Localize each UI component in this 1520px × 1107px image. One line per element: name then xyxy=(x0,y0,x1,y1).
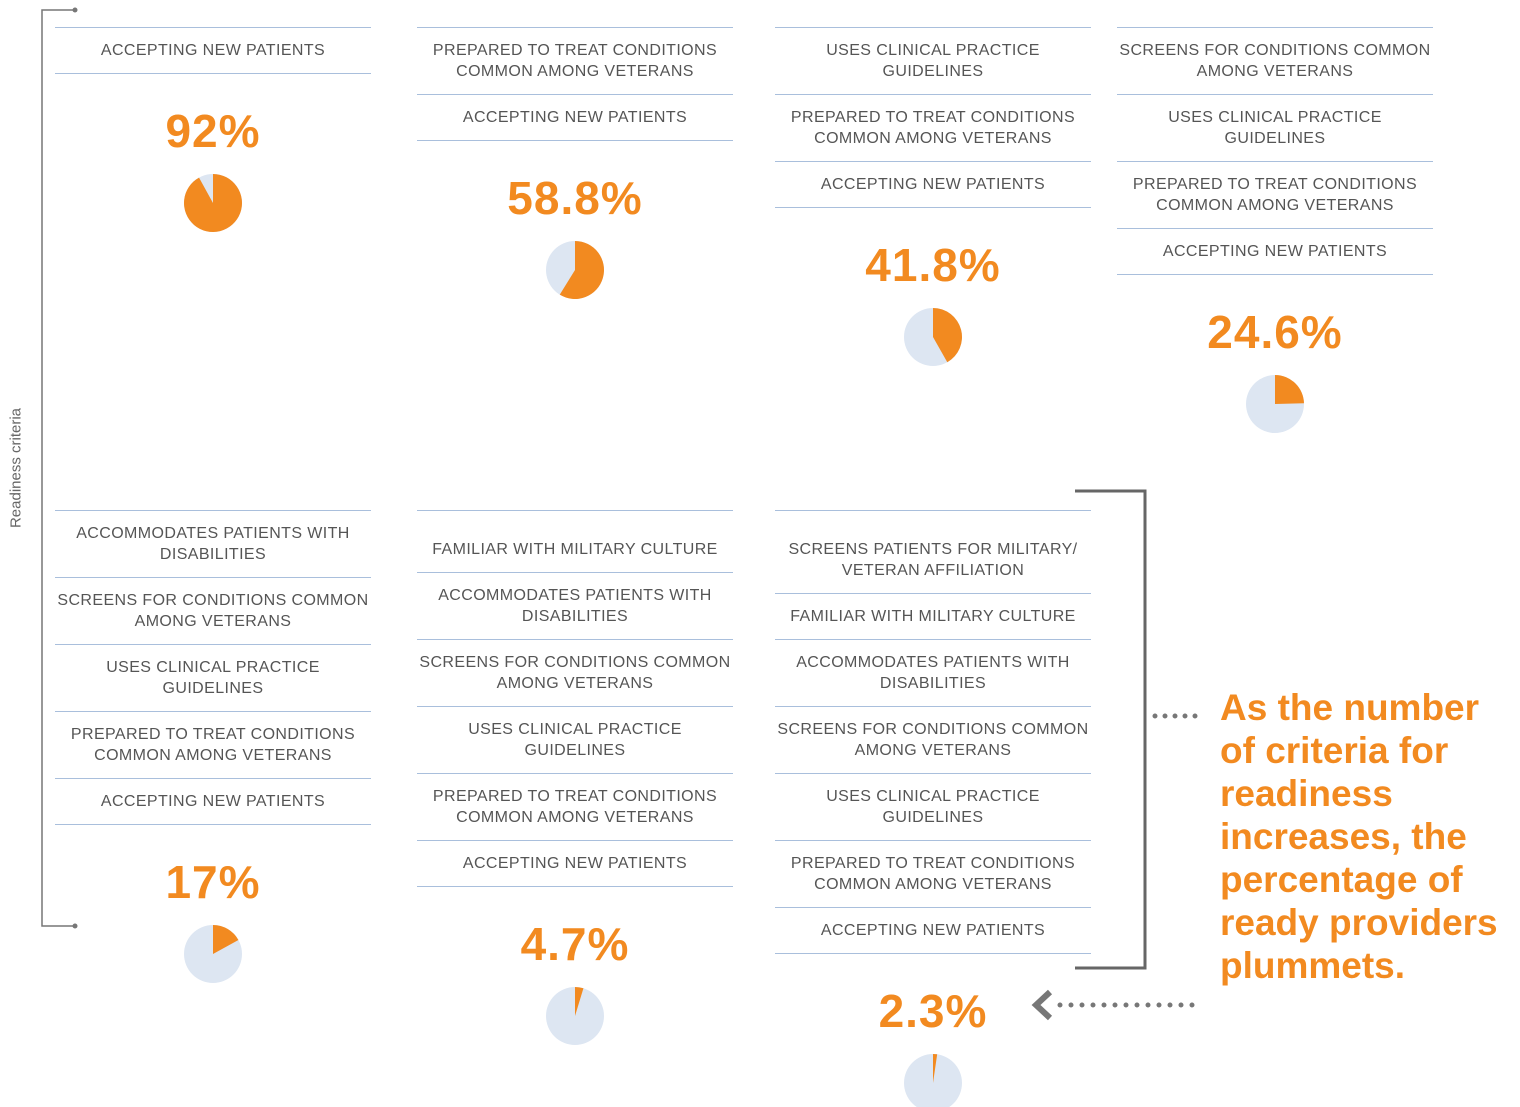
criterion: FAMILIAR WITH MILITARY CULTURE xyxy=(775,594,1091,640)
criterion: SCREENS FOR CONDITIONS COMMON AMONG VETE… xyxy=(1117,28,1433,95)
criteria-list: USES CLINICAL PRACTICE GUIDELINES PREPARE… xyxy=(775,27,1091,208)
criterion: PREPARED TO TREAT CONDITIONS COMMON AMON… xyxy=(417,28,733,95)
criterion: SCREENS FOR CONDITIONS COMMON AMONG VETE… xyxy=(55,578,371,645)
criterion: ACCEPTING NEW PATIENTS xyxy=(775,162,1091,208)
criterion: PREPARED TO TREAT CONDITIONS COMMON AMON… xyxy=(417,774,733,841)
pie-slice xyxy=(184,174,242,232)
pie-slice xyxy=(213,925,239,954)
criterion: ACCEPTING NEW PATIENTS xyxy=(55,28,371,74)
criterion: ACCEPTING NEW PATIENTS xyxy=(417,841,733,887)
pie-chart xyxy=(184,174,242,232)
pie-slice xyxy=(575,987,584,1016)
pie-slice xyxy=(1275,375,1304,404)
bracket-dot xyxy=(72,923,78,929)
bracket-dot xyxy=(72,7,78,13)
percentage-label: 17% xyxy=(165,856,261,908)
pie-chart xyxy=(904,308,962,366)
criterion: ACCEPTING NEW PATIENTS xyxy=(417,95,733,141)
criterion: ACCEPTING NEW PATIENTS xyxy=(775,908,1091,954)
criterion: USES CLINICAL PRACTICE GUIDELINES xyxy=(775,774,1091,841)
axis-label: Readiness criteria xyxy=(7,407,25,529)
percentage-label: 58.8% xyxy=(507,172,643,224)
criterion: ACCOMMODATES PATIENTS WITH DISABILITIES xyxy=(775,640,1091,707)
criterion: SCREENS PATIENTS FOR MILITARY/ VETERAN A… xyxy=(775,511,1091,594)
percentage-label: 24.6% xyxy=(1207,306,1343,358)
criterion: ACCEPTING NEW PATIENTS xyxy=(55,779,371,825)
criterion: FAMILIAR WITH MILITARY CULTURE xyxy=(417,511,733,573)
right-bracket xyxy=(1075,489,1147,970)
criterion: PREPARED TO TREAT CONDITIONS COMMON AMON… xyxy=(775,841,1091,908)
criteria-list: ACCEPTING NEW PATIENTS xyxy=(55,27,371,74)
criterion: PREPARED TO TREAT CONDITIONS COMMON AMON… xyxy=(775,95,1091,162)
pie-chart xyxy=(184,925,242,983)
criteria-list: PREPARED TO TREAT CONDITIONS COMMON AMON… xyxy=(417,27,733,141)
criteria-list: SCREENS FOR CONDITIONS COMMON AMONG VETE… xyxy=(1117,27,1433,275)
percentage-label: 4.7% xyxy=(520,918,630,970)
criterion: USES CLINICAL PRACTICE GUIDELINES xyxy=(775,28,1091,95)
criterion: ACCOMMODATES PATIENTS WITH DISABILITIES xyxy=(55,511,371,578)
percentage-label: 92% xyxy=(165,105,261,157)
criterion: SCREENS FOR CONDITIONS COMMON AMONG VETE… xyxy=(417,640,733,707)
criterion: USES CLINICAL PRACTICE GUIDELINES xyxy=(1117,95,1433,162)
left-bracket xyxy=(41,9,75,927)
criteria-list: SCREENS PATIENTS FOR MILITARY/ VETERAN A… xyxy=(775,510,1091,954)
pie-chart xyxy=(1246,375,1304,433)
criteria-list: FAMILIAR WITH MILITARY CULTURE ACCOMMODAT… xyxy=(417,510,733,887)
criterion: PREPARED TO TREAT CONDITIONS COMMON AMON… xyxy=(1117,162,1433,229)
percentage-label: 41.8% xyxy=(865,239,1001,291)
pie-slice xyxy=(933,308,962,363)
criterion: ACCOMMODATES PATIENTS WITH DISABILITIES xyxy=(417,573,733,640)
criteria-list: ACCOMMODATES PATIENTS WITH DISABILITIES S… xyxy=(55,510,371,825)
criterion: USES CLINICAL PRACTICE GUIDELINES xyxy=(417,707,733,774)
criterion: PREPARED TO TREAT CONDITIONS COMMON AMON… xyxy=(55,712,371,779)
criterion: USES CLINICAL PRACTICE GUIDELINES xyxy=(55,645,371,712)
pie-chart xyxy=(546,987,604,1045)
criterion: ACCEPTING NEW PATIENTS xyxy=(1117,229,1433,275)
pie-chart xyxy=(546,241,604,299)
pie-slice xyxy=(559,241,604,299)
pie-chart xyxy=(904,1054,962,1107)
pie-slice xyxy=(933,1054,938,1083)
percentage-label: 2.3% xyxy=(878,985,988,1037)
arrow-head xyxy=(1031,989,1053,1021)
annotation: As the number of criteria for readiness … xyxy=(1220,687,1498,986)
criterion: SCREENS FOR CONDITIONS COMMON AMONG VETE… xyxy=(775,707,1091,774)
